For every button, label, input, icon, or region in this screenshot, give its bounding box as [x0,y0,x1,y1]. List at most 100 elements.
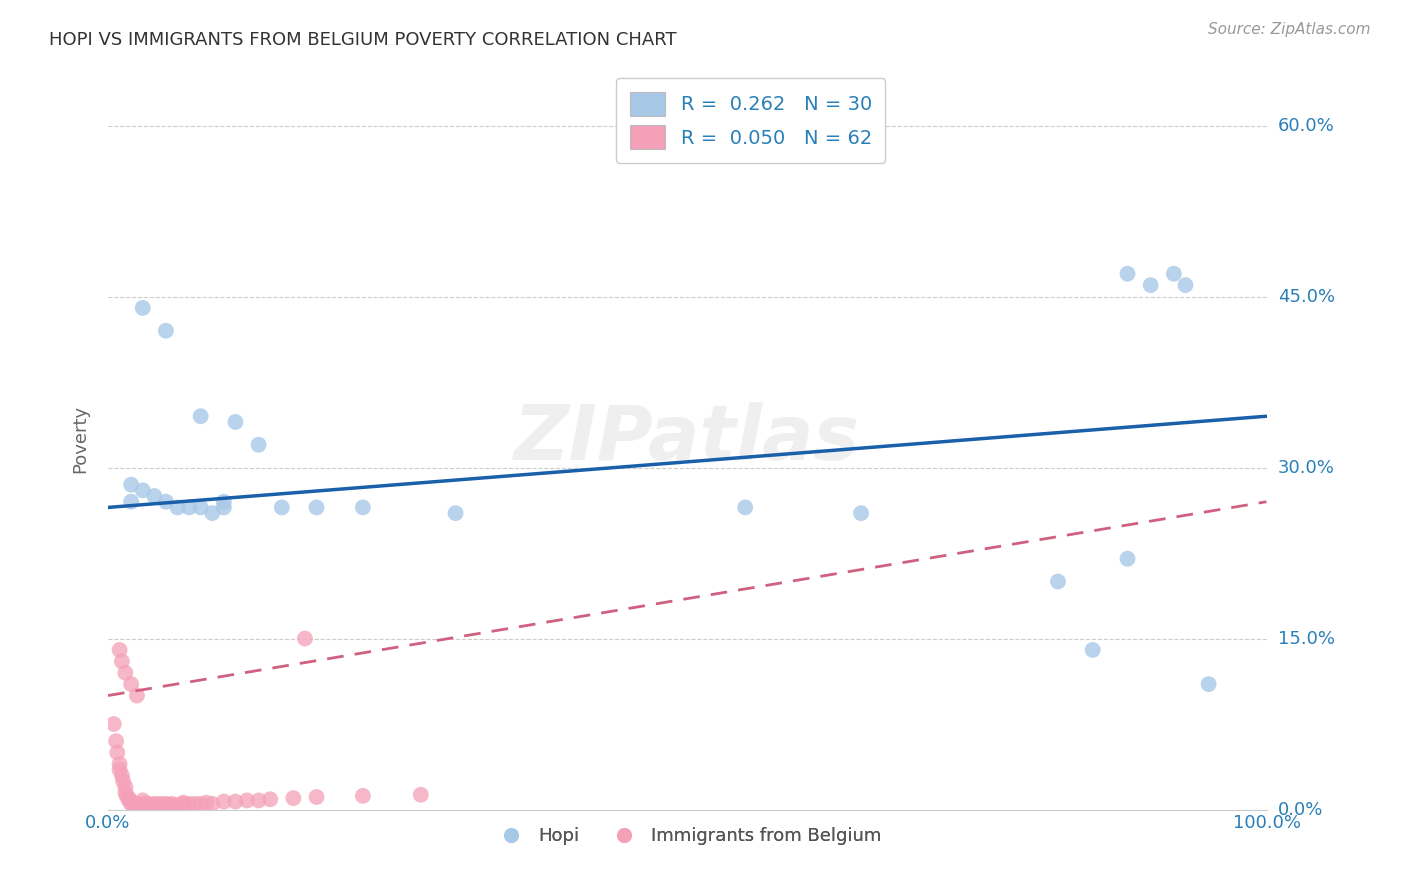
Point [134,797,156,811]
Point [132,483,155,498]
Point [1163,267,1185,281]
Point [160,799,183,814]
Point [190,500,212,515]
Point [352,500,374,515]
Point [125,799,148,814]
Point [1046,574,1069,589]
Point [409,788,432,802]
Point [247,438,270,452]
Point [103,717,125,731]
Point [111,654,134,668]
Point [145,797,167,812]
Point [143,489,166,503]
Point [155,799,177,814]
Point [118,793,141,807]
Point [157,797,180,812]
Point [135,797,157,812]
Point [177,797,200,811]
Point [149,797,172,811]
Point [195,796,218,810]
Point [849,506,872,520]
Point [129,799,152,814]
Text: 60.0%: 60.0% [1278,117,1334,135]
Point [118,791,141,805]
Text: ZIPatlas: ZIPatlas [515,402,860,476]
Point [184,797,207,811]
Point [149,799,172,814]
Point [212,795,235,809]
Point [105,746,128,760]
Point [283,791,305,805]
Point [115,789,138,803]
Point [212,500,235,515]
Point [155,494,177,508]
Point [128,797,150,812]
Text: 30.0%: 30.0% [1278,458,1334,476]
Point [1139,278,1161,293]
Point [120,795,142,809]
Point [122,797,145,811]
Point [177,500,200,515]
Point [224,795,246,809]
Point [132,793,155,807]
Legend: Hopi, Immigrants from Belgium: Hopi, Immigrants from Belgium [485,820,889,853]
Point [1116,551,1139,566]
Point [224,415,246,429]
Point [201,506,224,520]
Point [111,768,134,782]
Point [143,797,166,811]
Point [165,797,187,812]
Point [141,797,163,812]
Point [108,756,131,771]
Point [270,500,292,515]
Point [172,796,194,810]
Point [143,799,166,814]
Point [247,793,270,807]
Point [236,793,259,807]
Point [190,409,212,424]
Point [132,799,155,814]
Text: 0.0%: 0.0% [1278,800,1323,819]
Text: Source: ZipAtlas.com: Source: ZipAtlas.com [1208,22,1371,37]
Point [152,797,174,812]
Point [132,301,155,315]
Point [138,799,160,814]
Point [125,689,148,703]
Point [112,774,135,789]
Point [160,797,183,811]
Point [294,632,316,646]
Point [120,677,142,691]
Point [114,785,136,799]
Point [305,500,328,515]
Point [352,789,374,803]
Point [120,797,142,811]
Point [120,494,142,508]
Text: 15.0%: 15.0% [1278,630,1334,648]
Point [444,506,467,520]
Point [105,734,128,748]
Point [138,797,160,811]
Point [259,792,281,806]
Point [125,797,148,811]
Point [1116,267,1139,281]
Point [155,797,177,811]
Point [172,797,194,811]
Point [1081,643,1104,657]
Point [1174,278,1197,293]
Point [305,789,328,804]
Point [734,500,756,515]
Point [114,665,136,680]
Point [108,763,131,777]
Point [1198,677,1220,691]
Text: HOPI VS IMMIGRANTS FROM BELGIUM POVERTY CORRELATION CHART: HOPI VS IMMIGRANTS FROM BELGIUM POVERTY … [49,31,676,49]
Point [166,799,188,814]
Point [201,797,224,811]
Text: 45.0%: 45.0% [1278,287,1334,306]
Y-axis label: Poverty: Poverty [72,405,89,473]
Point [166,500,188,515]
Point [114,780,136,794]
Point [122,797,145,812]
Point [190,797,212,811]
Point [108,643,131,657]
Point [212,494,235,508]
